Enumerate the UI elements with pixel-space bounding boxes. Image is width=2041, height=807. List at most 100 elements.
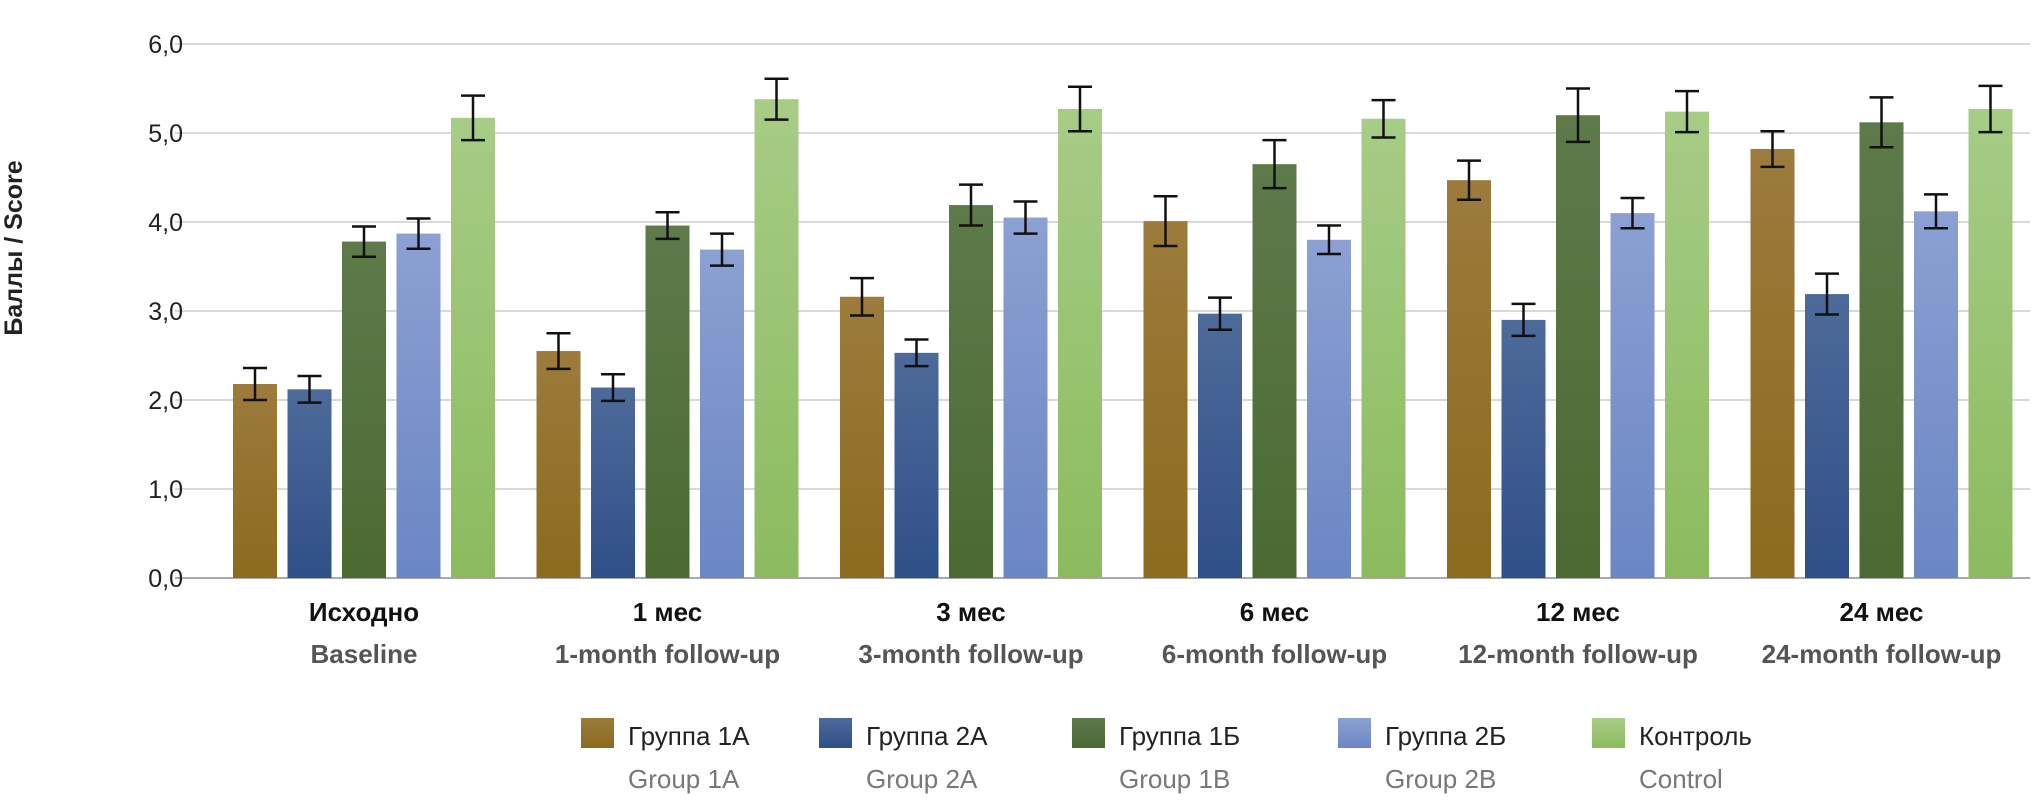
legend-item: Группа 2А Group 2A: [819, 718, 988, 794]
error-bar: [601, 372, 625, 403]
legend-swatch: [1592, 718, 1625, 748]
error-bar: [546, 332, 571, 371]
legend-swatch: [1072, 718, 1105, 748]
bar-5-5: [1665, 111, 1709, 578]
error-bar: [850, 276, 874, 317]
legend-swatch: [581, 718, 614, 748]
legend-label: Группа 1А: [628, 721, 750, 751]
error-bar: [406, 217, 431, 250]
x-category-label: 3 мес: [936, 597, 1006, 627]
bar-3-5: [1556, 115, 1600, 578]
bar-4-1: [396, 233, 441, 578]
x-category-label: 6 мес: [1240, 597, 1310, 627]
error-bar: [1978, 84, 2003, 134]
y-tick-label: 6,0: [148, 31, 183, 59]
legend-item: Группа 1Б Group 1B: [1072, 718, 1240, 794]
y-tick-label: 0,0: [148, 565, 183, 593]
error-bar: [1620, 196, 1645, 230]
legend-label: Группа 1Б: [1119, 721, 1240, 751]
bar-4-6: [1914, 211, 1958, 578]
bar-1-1: [233, 383, 277, 578]
x-category-sublabel: Baseline: [311, 639, 418, 669]
error-bar: [1457, 159, 1481, 201]
error-bar: [710, 232, 734, 267]
bar-5-6: [1968, 108, 2013, 578]
bar-4-4: [1307, 239, 1351, 579]
bar-3-3: [949, 205, 993, 578]
x-category-sublabel: 24-month follow-up: [1762, 639, 2002, 669]
bar-1-2: [536, 351, 581, 578]
error-bar: [1262, 138, 1287, 190]
error-bar: [1924, 193, 1948, 230]
error-bar: [764, 77, 789, 121]
bar-4-5: [1610, 213, 1655, 578]
legend-item: Группа 2Б Group 2B: [1338, 718, 1506, 794]
error-bar: [1675, 89, 1699, 134]
x-category-sublabel: 12-month follow-up: [1458, 639, 1698, 669]
bar-3-4: [1252, 164, 1297, 578]
x-category-sublabel: 6-month follow-up: [1162, 639, 1387, 669]
error-bar: [1317, 224, 1341, 256]
bar-2-5: [1501, 319, 1546, 578]
error-bar: [1208, 296, 1232, 331]
legend-label: Группа 2Б: [1385, 721, 1506, 751]
legend-sublabel: Group 2A: [866, 764, 978, 794]
error-bar: [1760, 129, 1785, 169]
bar-2-4: [1198, 313, 1242, 578]
legend-sublabel: Group 1A: [628, 764, 740, 794]
x-category-label: 1 мес: [633, 597, 703, 627]
bar-1-5: [1447, 180, 1491, 579]
bar-4-3: [1003, 217, 1048, 579]
bars: [233, 99, 2013, 579]
error-bar: [1153, 194, 1178, 248]
legend-swatch: [819, 718, 852, 748]
error-bar: [1511, 302, 1536, 338]
bar-2-6: [1805, 294, 1849, 578]
legend-sublabel: Control: [1639, 764, 1723, 794]
x-category-sublabel: 1-month follow-up: [555, 639, 780, 669]
y-tick-label: 3,0: [148, 298, 183, 326]
bar-5-4: [1361, 118, 1406, 578]
bar-1-4: [1143, 221, 1188, 579]
error-bar: [904, 338, 929, 368]
y-tick-label: 2,0: [148, 387, 183, 415]
x-category-sublabel: 3-month follow-up: [858, 639, 1083, 669]
error-bar: [352, 225, 376, 258]
legend-item: Контроль Control: [1592, 718, 1752, 794]
y-tick-label: 5,0: [148, 120, 183, 148]
y-tick-label: 4,0: [148, 209, 183, 237]
bar-2-3: [894, 352, 939, 578]
legend-swatch: [1338, 718, 1371, 748]
error-bar: [1013, 200, 1038, 235]
legend-label: Контроль: [1639, 721, 1752, 751]
bar-3-2: [645, 225, 690, 578]
error-bar: [1815, 272, 1839, 316]
bar-2-2: [591, 387, 635, 578]
y-axis-label: Баллы / Score: [0, 160, 28, 335]
bar-1-3: [840, 296, 884, 578]
error-bar: [1566, 87, 1590, 144]
bar-3-6: [1859, 122, 1904, 578]
x-category-label: 12 мес: [1536, 597, 1620, 627]
error-bar: [959, 183, 983, 227]
legend-item: Группа 1А Group 1A: [581, 718, 750, 794]
legend-sublabel: Group 2B: [1385, 764, 1496, 794]
error-bar: [1869, 96, 1894, 149]
bar-3-1: [342, 241, 386, 578]
error-bar: [655, 210, 680, 241]
error-bars: [243, 77, 2003, 404]
bar-2-1: [287, 389, 332, 578]
bar-1-6: [1750, 149, 1795, 578]
error-bar: [1371, 98, 1396, 139]
error-bar: [297, 374, 322, 404]
legend-sublabel: Group 1B: [1119, 764, 1230, 794]
x-category-label: Исходно: [309, 597, 419, 627]
bar-5-1: [451, 117, 495, 579]
x-axis-categories: Исходно Baseline 1 мес 1-month follow-up 3 м…: [309, 597, 2002, 669]
x-category-label: 24 мес: [1840, 597, 1924, 627]
legend-label: Группа 2А: [866, 721, 988, 751]
error-bar: [461, 94, 485, 142]
bar-5-3: [1058, 108, 1102, 578]
